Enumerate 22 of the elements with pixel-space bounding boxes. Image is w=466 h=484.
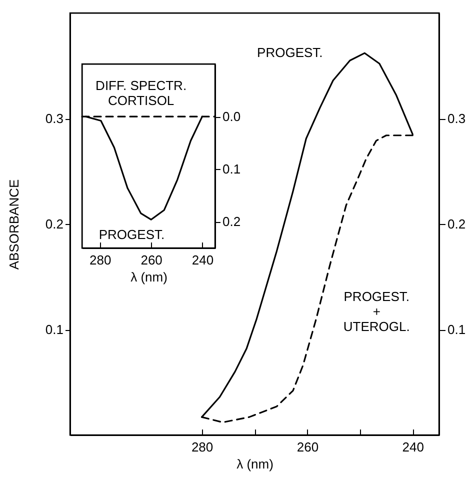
y-tick-label: 0.2 [222,214,241,230]
y-tick-label: 0.0 [222,109,241,124]
x-tick-label: 240 [192,252,214,268]
y-tick-label: 0.1 [45,322,64,337]
y2-tick-label: 0.2 [448,216,466,232]
annotation: PROGEST. [257,45,323,60]
y-tick-label: 0.2 [45,216,64,232]
y-axis-title: ABSORBANCE [6,179,22,270]
x-tick-label: 280 [90,252,112,268]
x-axis-title: λ (nm) [130,270,168,284]
annotation: DIFF. SPECTR. CORTISOL [96,78,187,108]
x-tick-label: 260 [296,440,319,454]
y-tick-label: 0.1 [222,162,241,177]
annotation: PROGEST. [98,226,165,242]
annotation: PROGEST. + UTEROGL. [343,289,410,334]
y-tick-label: 0.3 [45,111,64,126]
y2-tick-label: 0.1 [448,322,466,337]
y2-tick-label: 0.3 [448,111,466,126]
x-axis-title: λ (nm) [236,456,274,472]
x-tick-label: 280 [191,440,214,454]
x-tick-label: 260 [140,252,162,268]
x-tick-label: 240 [402,440,424,454]
